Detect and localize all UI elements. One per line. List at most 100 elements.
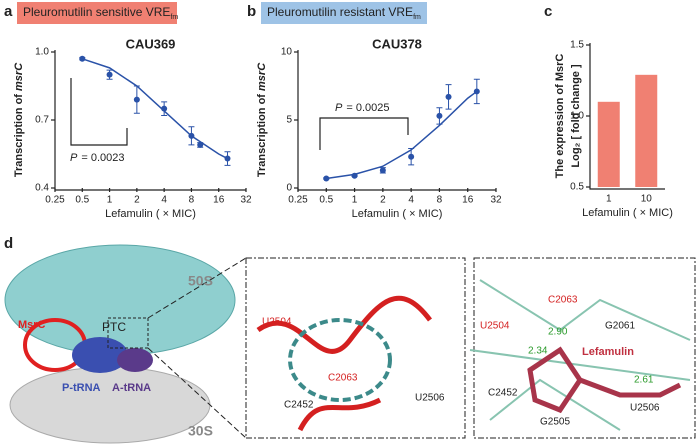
structure-label: 50S: [188, 273, 213, 289]
panel-letter: d: [4, 235, 13, 252]
data-point: [188, 132, 195, 139]
residue-label: U2506: [630, 403, 660, 414]
y-axis-label: Transcription of msrC: [256, 62, 268, 177]
data-point: [473, 88, 480, 95]
x-tick-label: 1: [352, 195, 358, 206]
p-value: P = 0.0023: [70, 152, 124, 164]
panel-letter: a: [4, 3, 13, 20]
banner: [17, 2, 177, 24]
y-axis-label-text: Transcription of: [256, 91, 268, 177]
y-tick-label: 5: [286, 115, 292, 126]
binding-site: [469, 257, 696, 439]
data-point: [106, 71, 113, 78]
residue-label: U2504: [262, 317, 292, 328]
x-tick-label: 2: [134, 195, 140, 206]
x-tick-label: 4: [161, 195, 167, 206]
p-italic: P: [335, 102, 343, 114]
distance-label: 2.34: [528, 346, 548, 357]
data-point: [379, 167, 386, 174]
axis: [54, 50, 246, 191]
x-axis-label: Lefamulin ( × MIC): [105, 208, 196, 220]
y-tick-label: 0: [286, 183, 292, 194]
p-text: = 0.0025: [346, 102, 389, 114]
y-tick-label: 10: [281, 47, 293, 58]
residue-label: C2063: [548, 295, 578, 306]
data-point: [161, 105, 168, 112]
data-point: [408, 153, 415, 160]
x-tick-label: 16: [462, 195, 474, 206]
x-axis-label: Lefamulin ( × MIC): [352, 208, 443, 220]
x-tick-label: 0.5: [75, 195, 89, 206]
x-tick-label: 8: [437, 195, 443, 206]
y-axis-label: The expression of MsrC: [554, 54, 566, 179]
significance-bracket: [70, 78, 128, 146]
chart-title: CAU369: [126, 36, 176, 51]
significance-bracket: [319, 117, 409, 150]
y-axis-label: Transcription of msrC: [13, 62, 25, 177]
banner-text: Pleuromutilin sensitive VREfm: [23, 5, 178, 21]
residue-label: G2061: [605, 321, 635, 332]
data-point: [79, 55, 86, 62]
structure-label: PTC: [102, 320, 126, 334]
residue-label: G2505: [540, 417, 570, 428]
x-tick-label: 0.25: [45, 195, 65, 206]
structure-label: A-tRNA: [112, 382, 151, 394]
residue-label: U2506: [415, 393, 445, 404]
data-point: [351, 172, 358, 179]
ribosome-image: [4, 244, 247, 444]
residue-label: U2504: [480, 321, 510, 332]
banner-sub: fm: [413, 14, 421, 21]
y-tick-label: 0.4: [35, 183, 49, 194]
x-tick-label: 1: [606, 194, 612, 205]
distance-label: 2.90: [548, 327, 568, 338]
data-point: [445, 93, 452, 100]
ptc-closeup: [245, 257, 466, 439]
structure-label: MsrC: [18, 319, 46, 331]
x-tick-label: 4: [408, 195, 414, 206]
y-tick-label: 1.0: [35, 47, 49, 58]
distance-label: 2.61: [634, 375, 654, 386]
y-axis-label-italic: msrC: [256, 62, 268, 91]
residue-label: C2063: [328, 373, 358, 384]
banner-main: Pleuromutilin resistant VRE: [267, 5, 413, 19]
panel-letter: c: [544, 3, 552, 20]
x-tick-label: 32: [490, 195, 502, 206]
p-text: = 0.0023: [81, 152, 124, 164]
y-tick-label: 0.7: [35, 115, 49, 126]
y-tick-label: 1.0: [570, 111, 584, 122]
residue-label: C2452: [284, 400, 314, 411]
bar: [597, 101, 620, 187]
banner: [261, 2, 427, 24]
x-tick-label: 16: [213, 195, 225, 206]
data-point: [224, 155, 231, 162]
x-tick-label: 10: [641, 194, 653, 205]
data-point: [197, 141, 204, 148]
axis: [297, 50, 496, 191]
banner-main: Pleuromutilin sensitive VRE: [23, 5, 170, 19]
y-axis-label: Log₂ [ fold change ]: [570, 64, 582, 168]
x-tick-label: 32: [240, 195, 252, 206]
x-tick-label: 1: [107, 195, 113, 206]
x-tick-label: 2: [380, 195, 386, 206]
x-axis-label: Lefamulin ( × MIC): [582, 207, 673, 219]
data-point: [133, 96, 140, 103]
data-point: [436, 112, 443, 119]
panel-letter: b: [247, 3, 256, 20]
y-axis-label-text: Transcription of: [13, 91, 25, 177]
x-tick-label: 0.25: [288, 195, 308, 206]
data-point: [323, 175, 330, 182]
y-tick-label: 0.5: [570, 182, 584, 193]
drug-label: Lefamulin: [582, 346, 634, 358]
axis: [589, 43, 665, 190]
residue-label: C2452: [488, 388, 518, 399]
p-italic: P: [70, 152, 78, 164]
structure-label: P-tRNA: [62, 382, 101, 394]
bar: [635, 74, 658, 187]
x-tick-label: 8: [189, 195, 195, 206]
chart-title: CAU378: [372, 36, 422, 51]
y-tick-label: 1.5: [570, 40, 584, 51]
y-axis-label-italic: msrC: [13, 62, 25, 91]
fit-curve: [82, 58, 228, 160]
p-value: P = 0.0025: [335, 102, 389, 114]
